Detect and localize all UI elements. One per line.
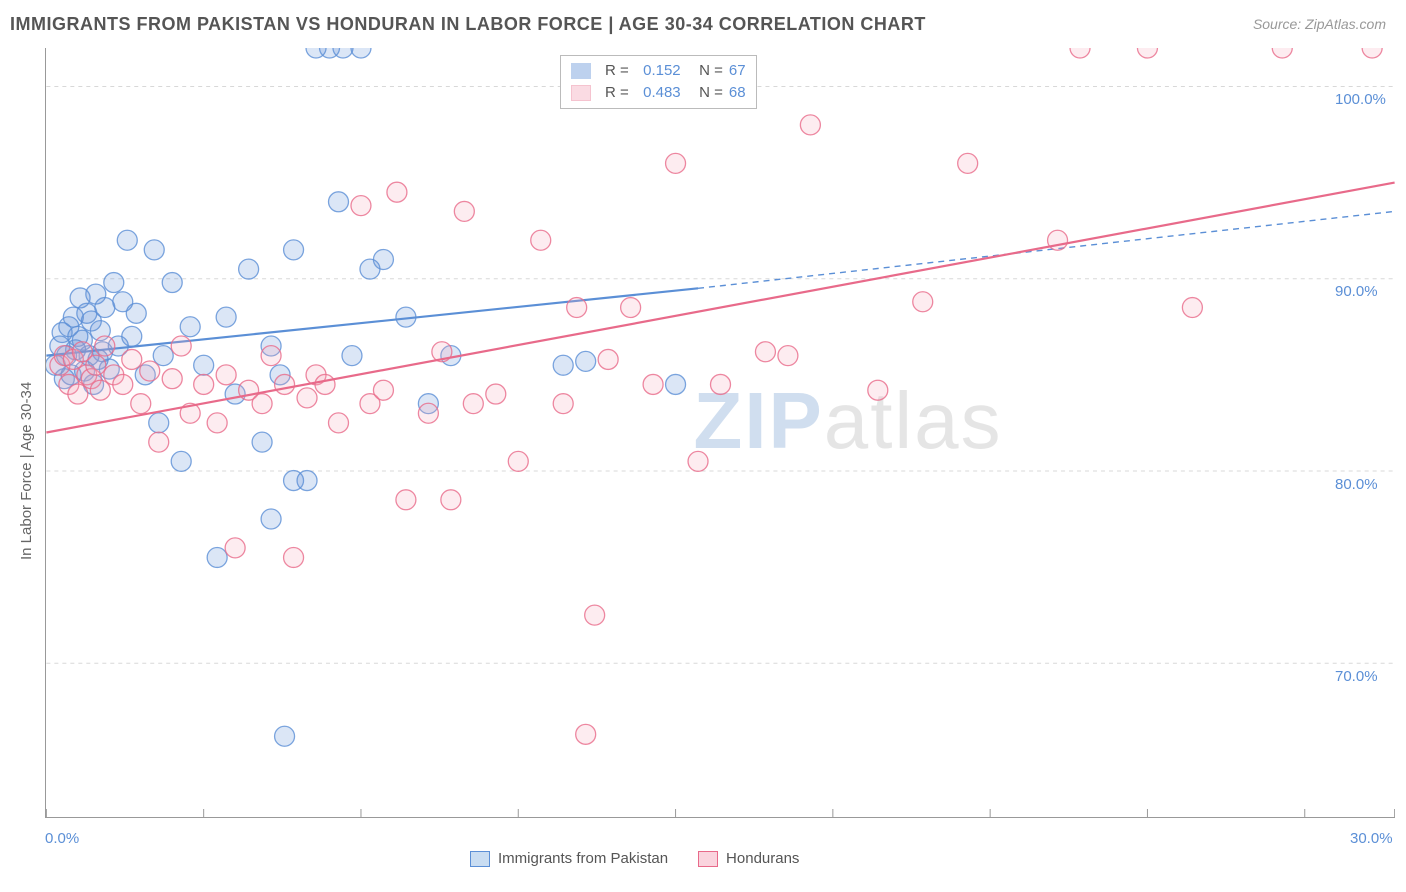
y-tick-label: 100.0% [1335, 91, 1386, 108]
r-value: 0.152 [643, 60, 681, 82]
legend-swatch [470, 851, 490, 867]
legend-label: Immigrants from Pakistan [498, 850, 668, 867]
bottom-legend: Immigrants from Pakistan Hondurans [470, 850, 799, 867]
y-tick-label: 90.0% [1335, 283, 1378, 300]
legend-swatch [698, 851, 718, 867]
r-value: 0.483 [643, 82, 681, 104]
x-tick-label: 30.0% [1350, 830, 1393, 847]
correlation-legend: R = 0.152 N = 67 R = 0.483 N = 68 [560, 55, 757, 109]
legend-label: Hondurans [726, 850, 799, 867]
correlation-row: R = 0.483 N = 68 [571, 82, 746, 104]
correlation-row: R = 0.152 N = 67 [571, 60, 746, 82]
svg-text:ZIPatlas: ZIPatlas [694, 376, 1003, 465]
chart-container: IMMIGRANTS FROM PAKISTAN VS HONDURAN IN … [0, 0, 1406, 892]
y-tick-label: 80.0% [1335, 476, 1378, 493]
legend-item: Immigrants from Pakistan [470, 850, 668, 867]
legend-swatch [571, 85, 591, 101]
legend-item: Hondurans [698, 850, 799, 867]
y-tick-label: 70.0% [1335, 668, 1378, 685]
scatter-plot: ZIPatlas [45, 48, 1395, 818]
y-axis-label: In Labor Force | Age 30-34 [18, 382, 35, 560]
source-label: Source: ZipAtlas.com [1253, 16, 1386, 32]
n-value: 68 [729, 82, 746, 104]
header: IMMIGRANTS FROM PAKISTAN VS HONDURAN IN … [0, 0, 1406, 48]
n-value: 67 [729, 60, 746, 82]
chart-title: IMMIGRANTS FROM PAKISTAN VS HONDURAN IN … [10, 14, 926, 35]
x-tick-label: 0.0% [45, 830, 79, 847]
legend-swatch [571, 63, 591, 79]
